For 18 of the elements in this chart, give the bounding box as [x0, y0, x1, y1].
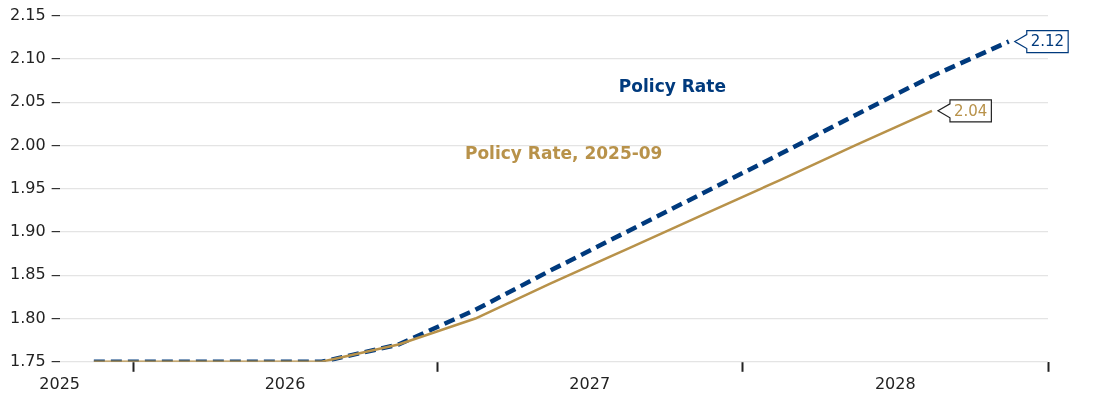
text: Policy Rate	[618, 75, 726, 96]
x-tick-label: 2025	[39, 373, 80, 393]
x-tick-label: 2028	[874, 373, 916, 393]
data-label: 2.12	[1030, 32, 1065, 51]
y-tick-label: 2.15	[10, 4, 46, 24]
y-tick-label: 2.00	[10, 134, 46, 154]
y-tick-label: 2.10	[10, 48, 46, 68]
y-tick-label: 1.90	[10, 221, 46, 241]
line-series	[91, 39, 1012, 362]
data-label: 2.04	[953, 101, 988, 120]
text: Policy Rate, 2025-09	[464, 142, 663, 163]
y-tick-label: 1.85	[10, 264, 46, 284]
y-tick-label: 1.80	[10, 307, 46, 327]
y-tick-label: 1.75	[10, 350, 46, 370]
y-tick-label: 1.95	[10, 177, 46, 197]
x-tick-label: 2026	[264, 373, 306, 393]
y-tick-label: 2.05	[10, 91, 46, 111]
x-tick-label: 2027	[569, 373, 611, 393]
